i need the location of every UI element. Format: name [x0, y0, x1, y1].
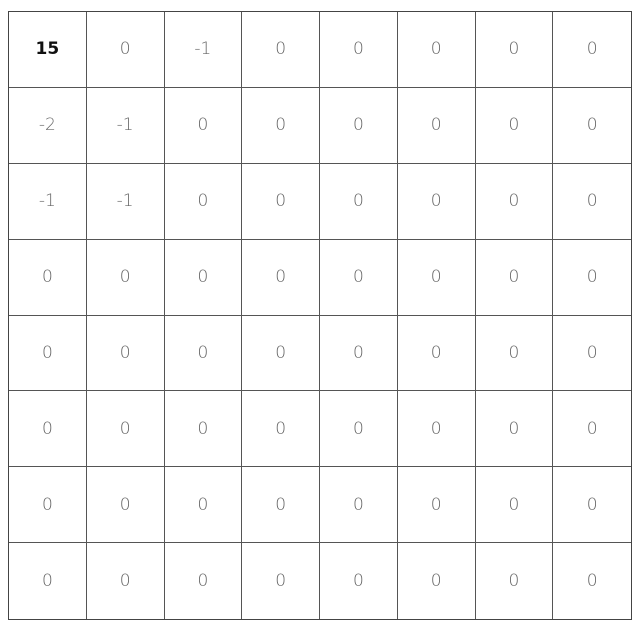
grid-cell: 0 — [397, 391, 476, 468]
grid-cell: 0 — [165, 543, 243, 619]
grid-cell: 0 — [86, 239, 165, 316]
grid-cell: 0 — [476, 543, 554, 619]
grid-cell: 0 — [475, 163, 554, 240]
grid-cell: 0 — [320, 391, 398, 468]
grid-cell: 0 — [9, 315, 87, 392]
grid-cell: 15 — [9, 12, 87, 88]
grid-cell: 0 — [242, 12, 320, 88]
coefficient-grid: 15 0 -1 0 0 0 0 0 -2 -1 0 0 0 0 0 0 -1 -1 0 0 0 0 0 0 0 0 0 0 0 0 0 0 0 0… — [8, 11, 632, 620]
grid-cell: 0 — [475, 315, 554, 392]
grid-cell: 0 — [242, 87, 320, 164]
grid-cell: 0 — [397, 87, 476, 164]
grid-cell: 0 — [320, 87, 398, 164]
grid-cell: 0 — [9, 467, 87, 544]
grid-cell: 0 — [397, 315, 476, 392]
grid-cell: 0 — [397, 163, 476, 240]
grid-cell: 0 — [553, 12, 631, 88]
grid-cell: 0 — [164, 239, 243, 316]
grid-cell: 0 — [475, 391, 554, 468]
grid-cell: -1 — [86, 163, 165, 240]
grid-cell: -1 — [9, 163, 87, 240]
grid-cell: 0 — [242, 467, 320, 544]
grid-cell: -1 — [86, 87, 165, 164]
grid-cell: 0 — [475, 87, 554, 164]
grid-cell: 0 — [242, 391, 320, 468]
grid-cell: 0 — [553, 88, 631, 164]
grid-cell: 0 — [398, 543, 476, 619]
grid-cell: 0 — [475, 467, 554, 544]
grid-cell: 0 — [164, 467, 243, 544]
grid-cell: 0 — [9, 543, 87, 619]
grid-cell: 0 — [475, 12, 554, 88]
grid-cell: 0 — [87, 543, 165, 619]
grid-cell: 0 — [397, 12, 476, 88]
grid-cell: 0 — [553, 164, 631, 240]
grid-cell: 0 — [397, 467, 476, 544]
grid-cell: -2 — [9, 87, 87, 164]
grid-cell: 0 — [86, 467, 165, 544]
grid-cell: 0 — [553, 467, 631, 544]
grid-cell: 0 — [9, 239, 87, 316]
grid-cell: 0 — [242, 543, 320, 619]
grid-cell: 0 — [553, 316, 631, 392]
grid-cell: 0 — [320, 239, 398, 316]
grid-cell: 0 — [320, 163, 398, 240]
grid-cell: 0 — [164, 87, 243, 164]
grid-cell: 0 — [320, 315, 398, 392]
grid-cell: 0 — [164, 315, 243, 392]
grid-cell: 0 — [320, 467, 398, 544]
grid-cell: 0 — [397, 239, 476, 316]
grid-cell: 0 — [9, 391, 87, 468]
grid-cell: 0 — [86, 391, 165, 468]
grid-cell: 0 — [164, 163, 243, 240]
grid-cell: 0 — [553, 240, 631, 316]
grid-cell: 0 — [475, 239, 554, 316]
grid-cell: 0 — [164, 391, 243, 468]
grid-cell: 0 — [586, 571, 598, 592]
grid-cell: 0 — [86, 315, 165, 392]
grid-cell: -1 — [164, 12, 243, 88]
grid-cell: 0 — [553, 391, 631, 468]
grid-cell: 0 — [242, 163, 320, 240]
grid-cell: 0 — [242, 315, 320, 392]
grid-cell: 0 — [86, 12, 165, 88]
grid-cell: 0 — [242, 239, 320, 316]
grid-cell: 0 — [320, 543, 398, 619]
grid-cell: 0 — [320, 12, 398, 88]
